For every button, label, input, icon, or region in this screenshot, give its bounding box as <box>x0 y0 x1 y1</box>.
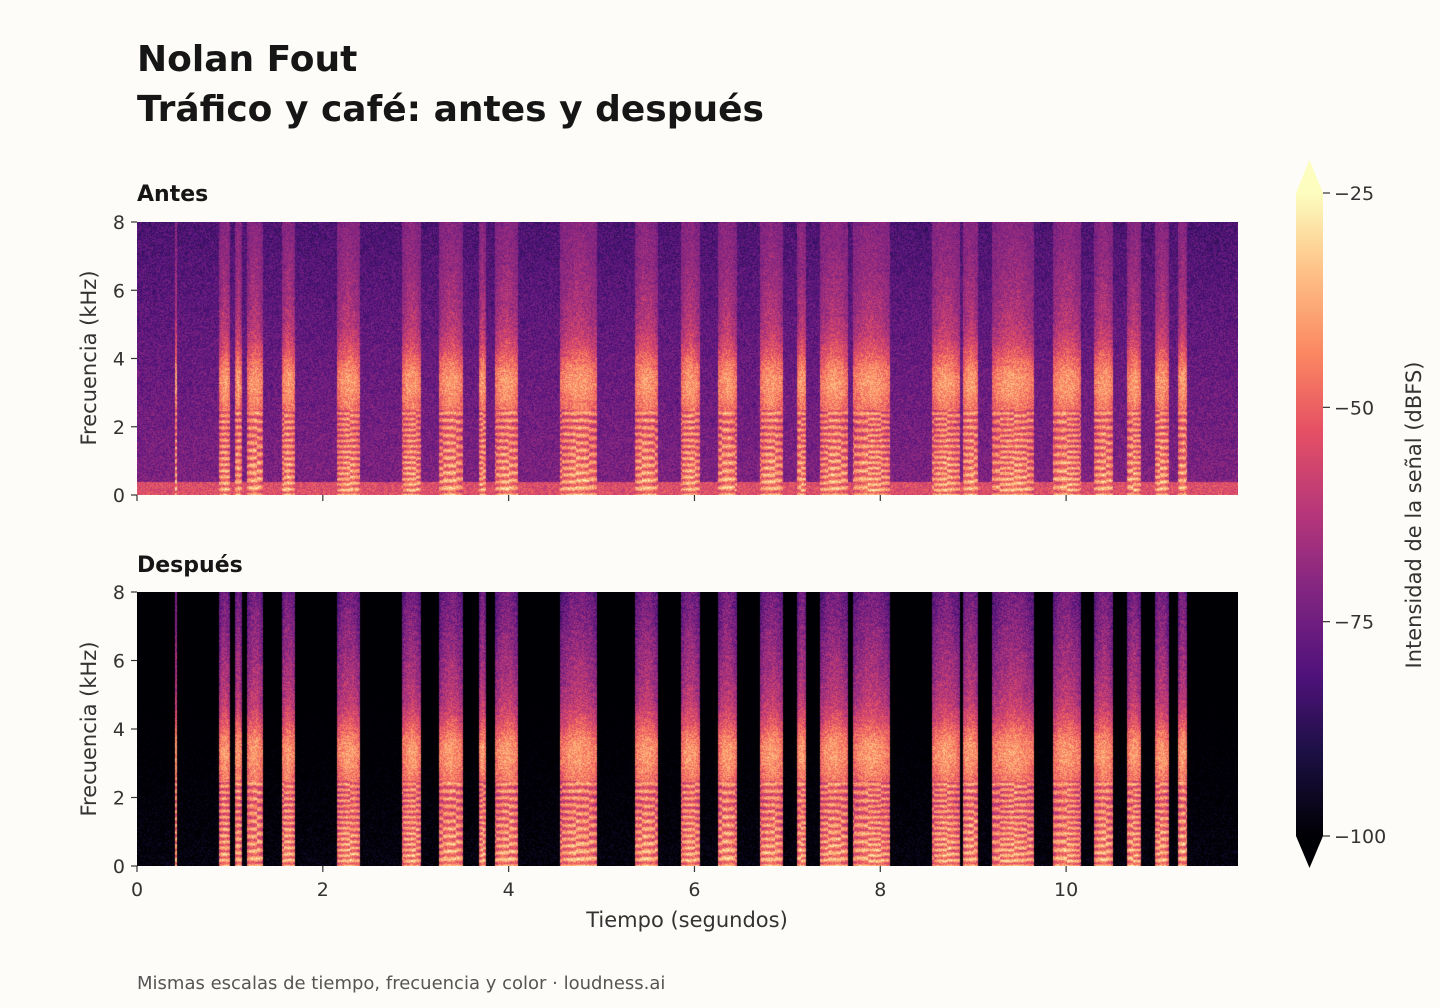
y-tick-label: 0 <box>113 485 125 507</box>
y-tick-label: 8 <box>113 212 125 234</box>
colorbar-tick-label: −25 <box>1334 183 1374 205</box>
panel-title-despues: Después <box>137 553 243 578</box>
colorbar-tick-label: −75 <box>1334 612 1374 634</box>
ylabel-despues: Frecuencia (kHz) <box>77 641 101 816</box>
ylabel-antes: Frecuencia (kHz) <box>77 270 101 445</box>
colorbar-tick-label: −100 <box>1334 826 1386 848</box>
x-tick-label: 10 <box>1054 879 1078 901</box>
axes-despues: 0 2 4 6 8 0 2 4 6 8 10 <box>113 582 1078 901</box>
y-tick-label: 4 <box>113 719 125 741</box>
colorbar-ticks: −25 −50 −75 −100 <box>1323 183 1386 848</box>
y-tick-label: 2 <box>113 417 125 439</box>
colorbar-extend-bottom <box>1296 836 1323 868</box>
footer-note: Mismas escalas de tiempo, frecuencia y c… <box>137 973 665 994</box>
x-tick-label: 4 <box>503 879 515 901</box>
y-tick-label: 0 <box>113 856 125 878</box>
x-tick-label: 0 <box>131 879 143 901</box>
colorbar-label: Intensidad de la señal (dBFS) <box>1402 362 1426 669</box>
axes-antes: 0 2 4 6 8 <box>113 212 1067 507</box>
figure-subtitle: Tráfico y café: antes y después <box>137 89 764 130</box>
y-tick-label: 6 <box>113 651 125 673</box>
panel-title-antes: Antes <box>137 182 208 207</box>
colorbar-tick-label: −50 <box>1334 397 1374 419</box>
spectrogram-antes <box>137 222 1238 495</box>
x-tick-label: 6 <box>688 879 700 901</box>
xlabel: Tiempo (segundos) <box>585 908 788 932</box>
x-tick-label: 8 <box>874 879 886 901</box>
x-tick-label: 2 <box>317 879 329 901</box>
colorbar-extend-top <box>1296 160 1323 193</box>
figure-title: Nolan Fout <box>137 39 357 80</box>
y-tick-label: 6 <box>113 280 125 302</box>
spectrogram-despues <box>137 592 1238 866</box>
y-tick-label: 4 <box>113 349 125 371</box>
colorbar <box>1296 193 1323 836</box>
y-tick-label: 8 <box>113 582 125 604</box>
y-tick-label: 2 <box>113 788 125 810</box>
